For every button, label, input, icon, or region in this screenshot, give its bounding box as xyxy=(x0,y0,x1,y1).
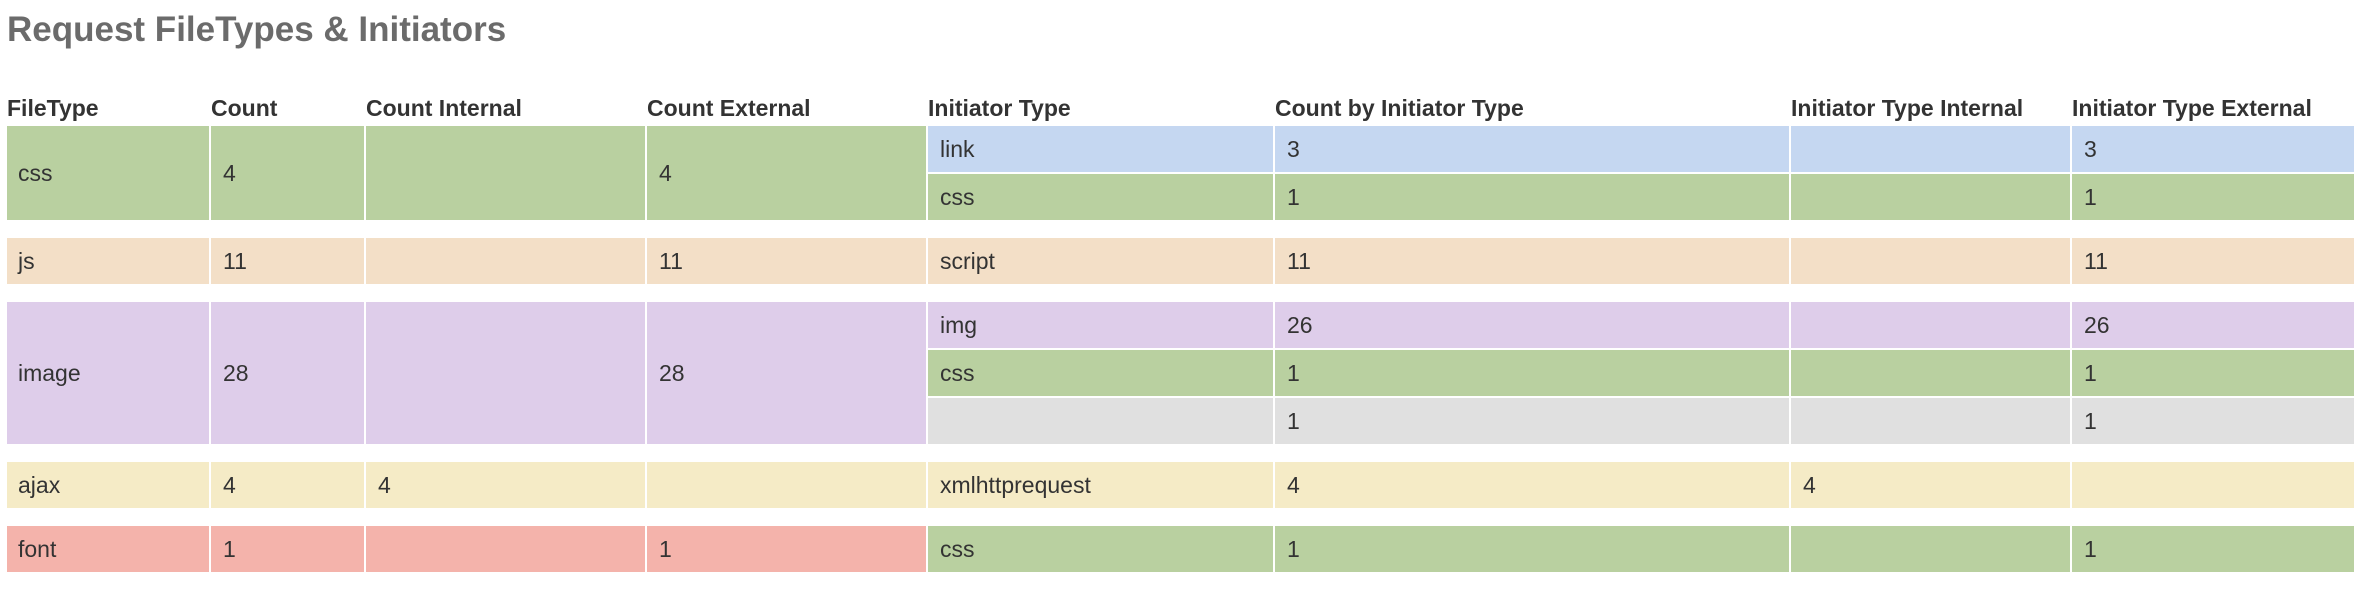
row-spacer xyxy=(7,510,2354,526)
initiator-internal-cell: 4 xyxy=(1791,462,2070,510)
initiator-external-cell: 1 xyxy=(2072,398,2354,446)
row-spacer xyxy=(7,446,2354,462)
initiator-type-cell: css xyxy=(928,350,1273,398)
table-row: js 11 11 script 11 11 xyxy=(7,238,2354,286)
initiator-internal-cell xyxy=(1791,302,2070,350)
table-row: css 1 1 xyxy=(7,174,2354,222)
initiator-type-cell: img xyxy=(928,302,1273,350)
spacer-cell xyxy=(7,222,2354,238)
table-row: ajax 4 4 xmlhttprequest 4 4 xyxy=(7,462,2354,510)
count-internal-cell xyxy=(366,526,645,574)
initiator-type-cell: css xyxy=(928,526,1273,574)
initiator-count-cell: 1 xyxy=(1275,526,1789,574)
initiator-internal-cell xyxy=(1791,526,2070,574)
filetype-cell: js xyxy=(7,238,209,286)
count-cell: 11 xyxy=(211,238,364,286)
count-internal-cell xyxy=(366,238,645,286)
initiator-external-cell xyxy=(2072,462,2354,510)
initiator-count-cell: 26 xyxy=(1275,302,1789,350)
header-filetype: FileType xyxy=(7,95,99,121)
initiator-count-cell: 11 xyxy=(1275,238,1789,286)
initiator-count-cell: 3 xyxy=(1275,126,1789,174)
initiator-type-cell: xmlhttprequest xyxy=(928,462,1273,510)
initiator-type-cell: link xyxy=(928,126,1273,174)
initiator-count-cell: 1 xyxy=(1275,350,1789,398)
count-internal-cell: 4 xyxy=(366,462,645,510)
initiator-external-cell: 1 xyxy=(2072,350,2354,398)
spacer-cell xyxy=(7,446,2354,462)
header-initiator-type-internal: Initiator Type Internal xyxy=(1791,95,2024,121)
row-spacer xyxy=(7,286,2354,302)
initiator-external-cell: 1 xyxy=(2072,174,2354,222)
table-header-row: FileType Count Count Internal Count Exte… xyxy=(7,95,2354,126)
filetype-cell: ajax xyxy=(7,462,209,510)
initiator-type-cell: script xyxy=(928,238,1273,286)
filetype-cell: font xyxy=(7,526,209,574)
filetype-cell: image xyxy=(7,302,209,446)
count-external-cell: 28 xyxy=(647,302,926,446)
header-count-by-initiator-type: Count by Initiator Type xyxy=(1275,95,1524,121)
initiator-external-cell: 1 xyxy=(2072,526,2354,574)
header-count-external: Count External xyxy=(647,95,811,121)
count-cell: 1 xyxy=(211,526,364,574)
initiator-type-cell xyxy=(928,398,1273,446)
initiator-internal-cell xyxy=(1791,126,2070,174)
count-internal-cell xyxy=(366,126,645,222)
table-row: css 4 4 link 3 3 xyxy=(7,126,2354,222)
initiator-count-cell: 1 xyxy=(1275,398,1789,446)
initiator-external-cell: 11 xyxy=(2072,238,2354,286)
count-cell: 28 xyxy=(211,302,364,446)
table-row: font 1 1 css 1 1 xyxy=(7,526,2354,574)
header-initiator-type: Initiator Type xyxy=(928,95,1071,121)
table-row: css 1 1 xyxy=(7,350,2354,398)
page-title: Request FileTypes & Initiators xyxy=(7,10,507,49)
count-external-cell: 4 xyxy=(647,126,926,222)
header-count-internal: Count Internal xyxy=(366,95,522,121)
table-row: 1 1 xyxy=(7,398,2354,446)
count-cell: 4 xyxy=(211,462,364,510)
spacer-cell xyxy=(7,286,2354,302)
filetypes-table: FileType Count Count Internal Count Exte… xyxy=(5,95,2356,574)
count-cell: 4 xyxy=(211,126,364,222)
count-external-cell xyxy=(647,462,926,510)
count-external-cell: 1 xyxy=(647,526,926,574)
header-initiator-type-external: Initiator Type External xyxy=(2072,95,2312,121)
initiator-internal-cell xyxy=(1791,174,2070,222)
initiator-internal-cell xyxy=(1791,398,2070,446)
row-spacer xyxy=(7,222,2354,238)
initiator-internal-cell xyxy=(1791,350,2070,398)
initiator-external-cell: 3 xyxy=(2072,126,2354,174)
count-external-cell: 11 xyxy=(647,238,926,286)
initiator-count-cell: 1 xyxy=(1275,174,1789,222)
initiator-type-cell: css xyxy=(928,174,1273,222)
table-row: image 28 28 img 26 26 xyxy=(7,302,2354,446)
initiator-count-cell: 4 xyxy=(1275,462,1789,510)
initiator-external-cell: 26 xyxy=(2072,302,2354,350)
spacer-cell xyxy=(7,510,2354,526)
filetype-cell: css xyxy=(7,126,209,222)
count-internal-cell xyxy=(366,302,645,446)
initiator-internal-cell xyxy=(1791,238,2070,286)
header-count: Count xyxy=(211,95,278,121)
